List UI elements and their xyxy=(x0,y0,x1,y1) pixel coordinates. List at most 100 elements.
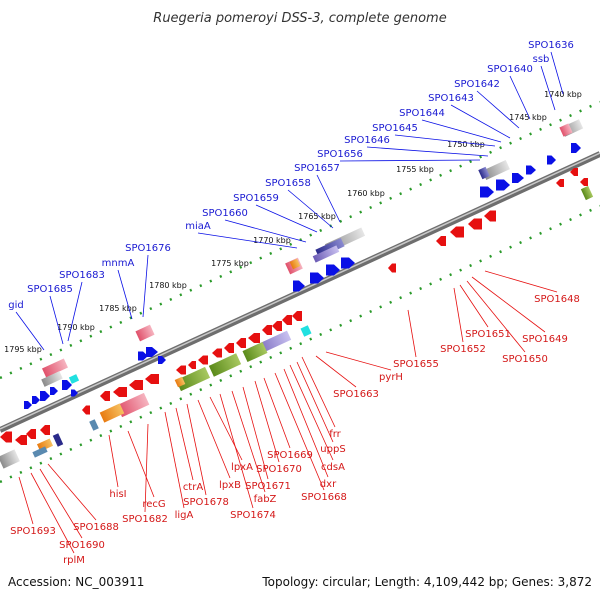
gene-label-spo1643: SPO1643 xyxy=(428,93,474,104)
ruler-label-1790-kbp: 1790 kbp xyxy=(57,323,95,332)
leader-line xyxy=(144,423,149,513)
genome-summary-text: Topology: circular; Length: 4,109,442 bp… xyxy=(261,575,592,589)
leader-line xyxy=(301,356,336,428)
gene-label-spo1678: SPO1678 xyxy=(183,497,229,508)
gene-label-lpxb: lpxB xyxy=(219,480,241,491)
gene-label-spo1685: SPO1685 xyxy=(27,284,73,295)
leader-line xyxy=(39,468,83,539)
gene-label-dxr: dxr xyxy=(320,479,337,490)
gene-reverse xyxy=(580,178,588,186)
gene-reverse xyxy=(484,210,496,222)
feature-block xyxy=(41,371,63,387)
gene-label-ctra: ctrA xyxy=(183,482,204,493)
gene-reverse xyxy=(145,374,159,384)
feature-tracks xyxy=(0,119,594,469)
gene-reverse xyxy=(0,431,12,443)
ruler-label-1785-kbp: 1785 kbp xyxy=(99,304,137,313)
gene-reverse xyxy=(248,333,260,343)
ruler-label-1770-kbp: 1770 kbp xyxy=(253,236,291,245)
backbone-line xyxy=(0,151,600,433)
gene-label-liga: ligA xyxy=(175,510,194,521)
feature-block xyxy=(208,353,242,377)
gene-label-upps: uppS xyxy=(320,444,345,455)
leader-line xyxy=(484,270,558,293)
gene-label-spo1644: SPO1644 xyxy=(399,108,445,119)
leader-line xyxy=(254,380,280,463)
gene-label-spo1670: SPO1670 xyxy=(256,464,302,475)
gene-forward xyxy=(40,391,50,401)
genome-backbone xyxy=(0,151,600,433)
gene-label-spo1676: SPO1676 xyxy=(125,243,171,254)
gene-reverse xyxy=(212,348,222,358)
feature-block xyxy=(68,374,80,384)
ruler-label-1740-kbp: 1740 kbp xyxy=(544,90,582,99)
gene-forward xyxy=(310,272,324,284)
gene-reverse xyxy=(468,218,482,230)
gene-forward xyxy=(24,401,32,409)
leader-line xyxy=(453,287,464,343)
feature-block xyxy=(580,185,594,201)
gene-label-miaa: miaA xyxy=(185,221,211,232)
gene-label-hisi: hisI xyxy=(109,489,126,500)
gene-reverse xyxy=(15,435,27,445)
gene-label-recg: recG xyxy=(142,499,165,510)
gene-forward xyxy=(571,143,581,153)
inner-dotted-ring xyxy=(0,204,600,484)
gene-label-spo1655: SPO1655 xyxy=(393,359,439,370)
backbone-highlight xyxy=(0,152,600,430)
ruler-label-1775-kbp: 1775 kbp xyxy=(211,259,249,268)
leader-line xyxy=(289,364,334,461)
gene-reverse xyxy=(388,263,396,273)
gene-reverse xyxy=(236,338,246,348)
leader-line xyxy=(450,104,511,139)
leader-line xyxy=(175,407,194,481)
leader-line xyxy=(47,463,97,521)
gene-forward xyxy=(62,380,72,390)
gene-label-lpxa: lpxA xyxy=(231,462,253,473)
gene-reverse xyxy=(224,343,234,353)
ruler-label-1745-kbp: 1745 kbp xyxy=(509,113,547,122)
gene-label-spo1652: SPO1652 xyxy=(440,344,486,355)
ruler-label-1750-kbp: 1750 kbp xyxy=(447,140,485,149)
map-title: Ruegeria pomeroyi DSS-3, complete genome xyxy=(153,11,446,26)
gene-label-spo1640: SPO1640 xyxy=(487,64,533,75)
feature-block xyxy=(42,358,68,378)
leader-line xyxy=(242,386,269,480)
gene-label-spo1646: SPO1646 xyxy=(344,135,390,146)
leader-line xyxy=(325,351,392,371)
feature-block xyxy=(175,366,211,392)
gene-reverse xyxy=(450,226,464,238)
leader-line xyxy=(224,219,307,243)
ruler-label-1765-kbp: 1765 kbp xyxy=(298,212,336,221)
leader-line xyxy=(263,377,291,449)
gene-label-mnma: mnmA xyxy=(102,258,135,269)
gene-reverse xyxy=(292,311,302,321)
ruler-label-1755-kbp: 1755 kbp xyxy=(396,165,434,174)
gene-reverse xyxy=(198,355,208,365)
feature-block xyxy=(99,403,125,423)
leader-line xyxy=(142,254,149,318)
gene-reverse xyxy=(282,315,292,325)
leader-line xyxy=(476,90,520,129)
leader-line xyxy=(67,281,83,342)
gene-forward xyxy=(480,186,494,198)
gene-forward xyxy=(526,165,536,175)
ruler-label-1760-kbp: 1760 kbp xyxy=(347,189,385,198)
gene-label-spo1656: SPO1656 xyxy=(317,149,363,160)
feature-block xyxy=(52,433,64,447)
gene-label-spo1650: SPO1650 xyxy=(502,354,548,365)
gene-forward xyxy=(146,347,158,357)
gene-reverse xyxy=(26,429,36,439)
gene-label-spo1648: SPO1648 xyxy=(534,294,580,305)
gene-label-spo1659: SPO1659 xyxy=(233,193,279,204)
gene-reverse xyxy=(570,168,578,176)
leader-line xyxy=(394,134,496,147)
leader-line xyxy=(127,430,155,498)
leader-line xyxy=(186,403,207,496)
leader-line xyxy=(407,309,417,358)
leader-line xyxy=(197,399,231,479)
leader-line xyxy=(550,51,564,95)
feature-block xyxy=(89,419,99,431)
